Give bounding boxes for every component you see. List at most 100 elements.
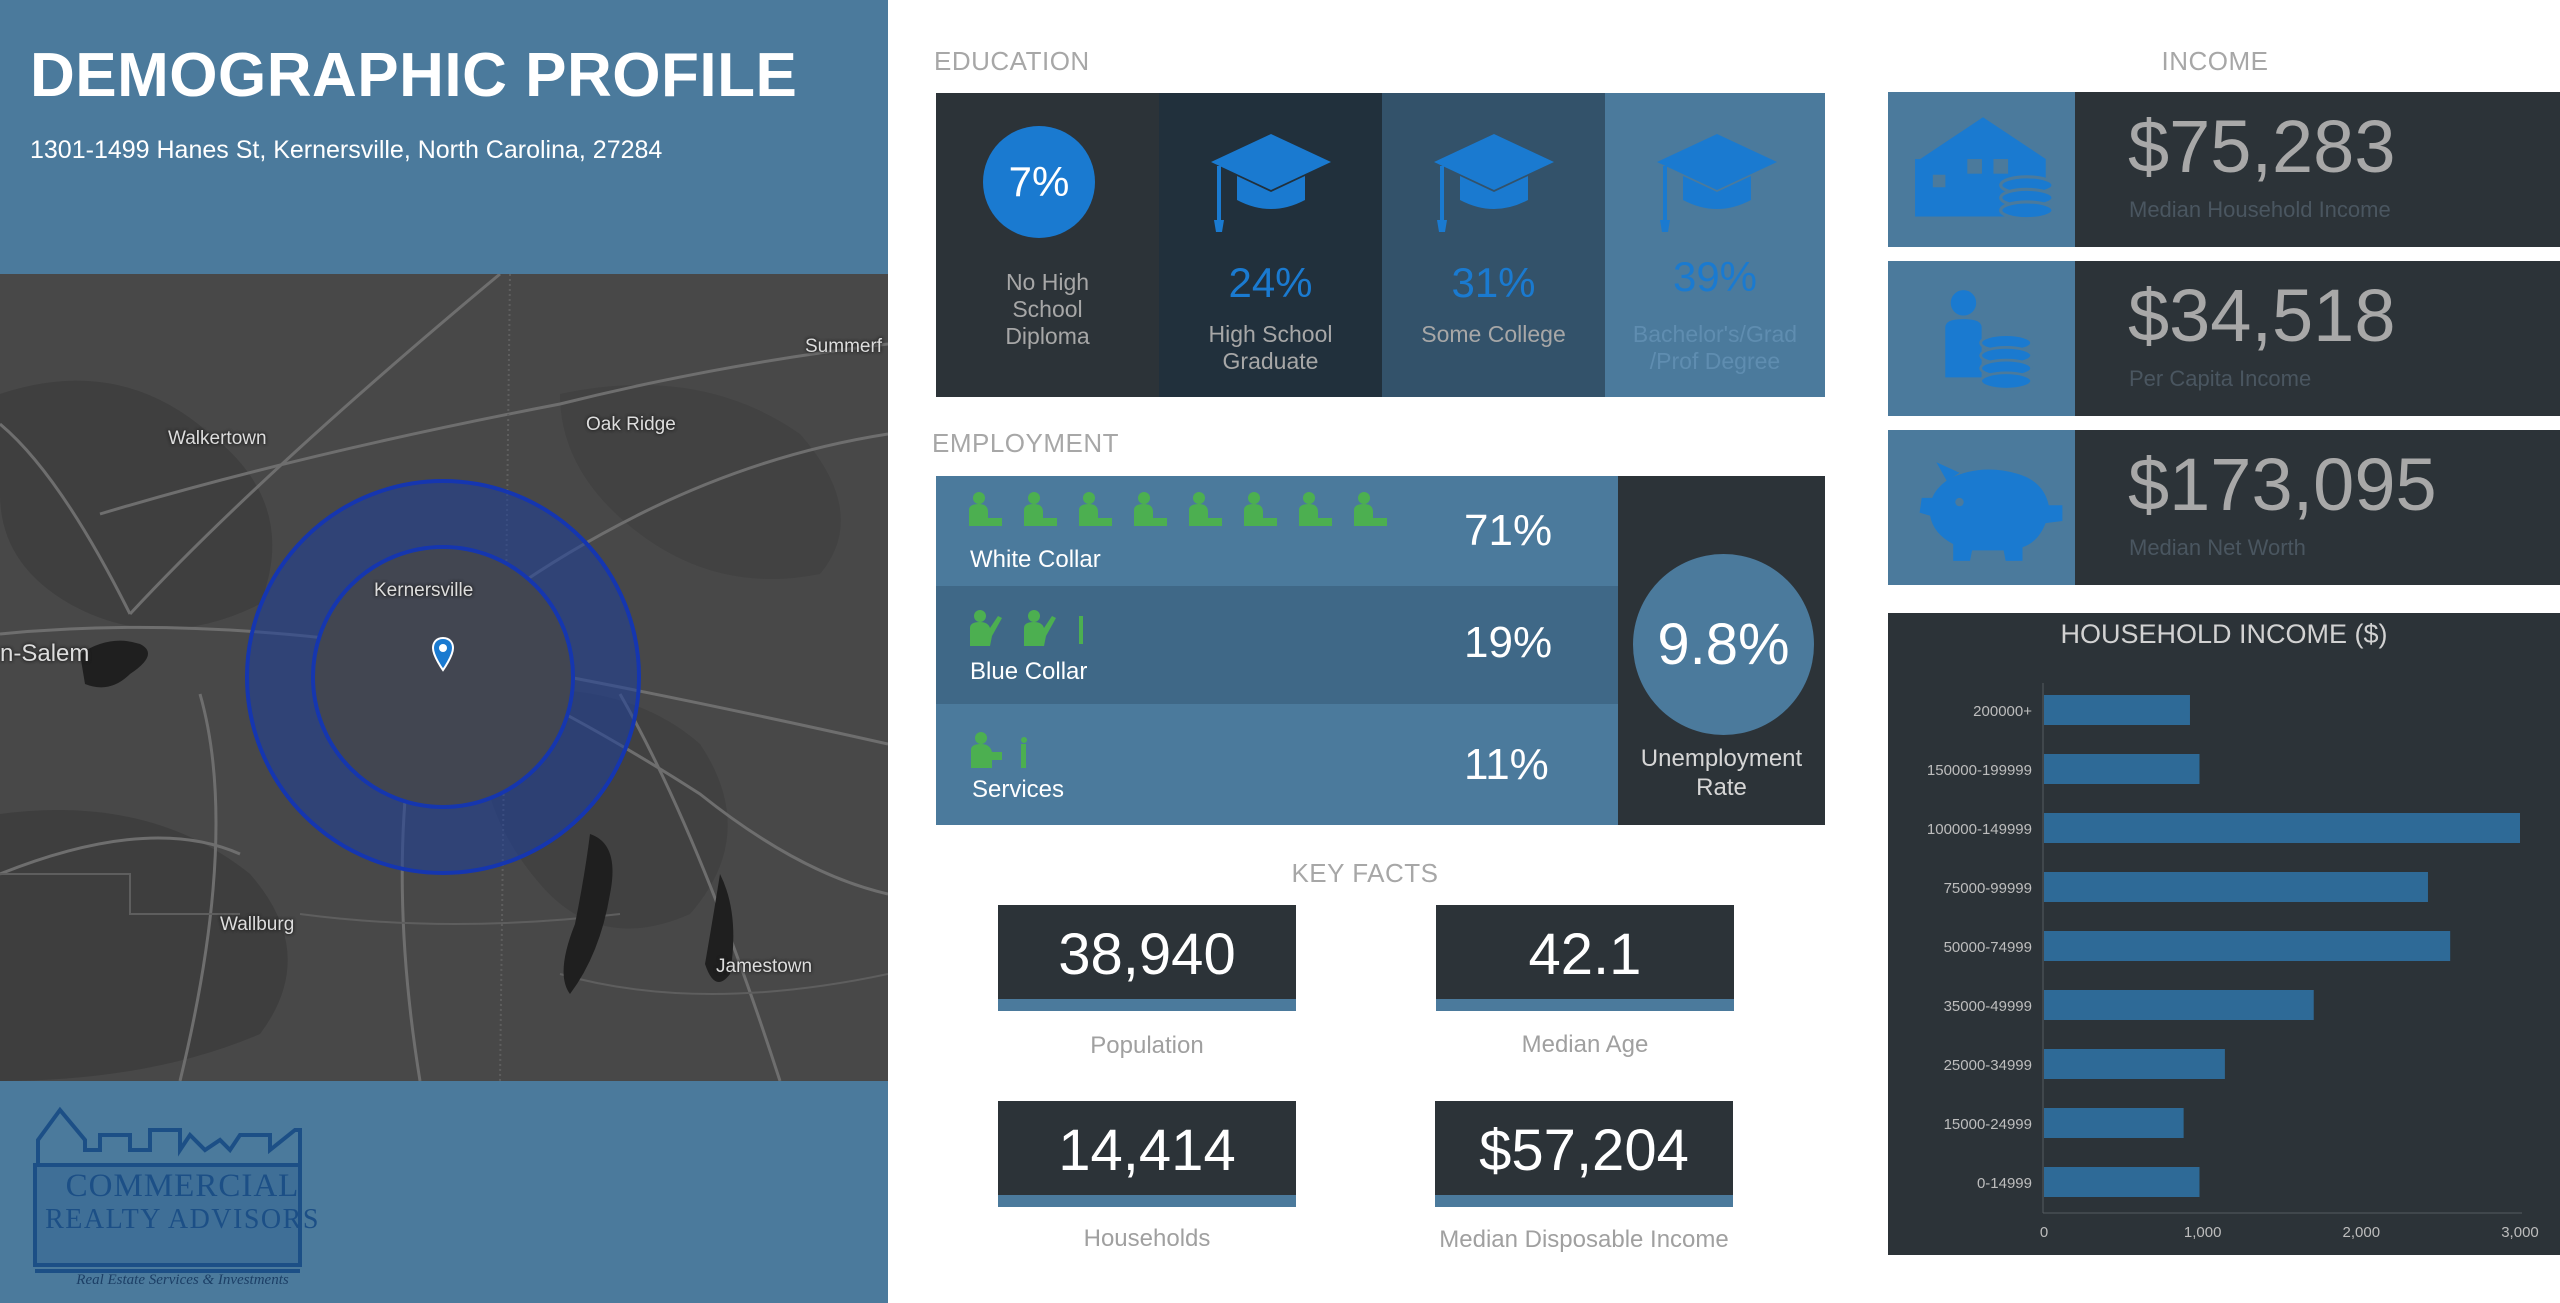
bar <box>2044 1108 2184 1138</box>
office-worker-icon <box>1134 492 1167 526</box>
median-net-worth-label: Median Net Worth <box>2129 535 2306 560</box>
education-item-bachelors: 39% Bachelor's/Grad /Prof Degree <box>1605 93 1825 397</box>
logo-tagline: Real Estate Services & Investments <box>76 1272 289 1288</box>
laborer-icon <box>970 610 1002 646</box>
bar <box>2044 1167 2200 1197</box>
no-diploma-percent: 7% <box>983 126 1095 238</box>
income-row-median-household: $75,283 Median Household Income <box>1888 92 2560 247</box>
blue-collar-label: Blue Collar <box>970 658 1088 685</box>
graduation-cap-icon <box>1434 134 1554 232</box>
address: 1301-1499 Hanes St, Kernersville, North … <box>30 136 663 164</box>
page-title: DEMOGRAPHIC PROFILE <box>30 41 798 110</box>
education-label: Bachelor's/Grad /Prof Degree <box>1632 321 1798 374</box>
icon-box <box>1888 430 2075 585</box>
map-label-walkertown: Walkertown <box>168 428 267 449</box>
employment-row-services: Services 11% <box>936 704 1618 825</box>
graduation-cap-icon <box>1657 134 1777 232</box>
median-net-worth-value: $173,095 <box>2128 443 2437 526</box>
y-tick-label: 100000-149999 <box>1927 821 2032 838</box>
map-label-oak-ridge: Oak Ridge <box>586 414 676 435</box>
education-percent: 39% <box>1672 253 1758 300</box>
office-worker-icon <box>1024 492 1057 526</box>
median-age-value: 42.1 <box>1436 905 1734 1011</box>
bar <box>2044 695 2190 725</box>
education-item-high-school: 24% High School Graduate <box>1159 93 1382 397</box>
map-pin-icon[interactable] <box>431 636 455 676</box>
laborer-icon <box>1024 610 1056 646</box>
households-value: 14,414 <box>998 1101 1296 1207</box>
per-capita-income-value: $34,518 <box>2128 274 2396 357</box>
bar <box>2044 990 2314 1020</box>
map-label-wallburg: Wallburg <box>220 914 295 935</box>
y-tick-label: 0-14999 <box>1977 1175 2032 1192</box>
bar <box>2044 931 2451 961</box>
education-item-some-college: 31% Some College <box>1382 93 1605 397</box>
y-tick-label: 50000-74999 <box>1944 939 2032 956</box>
map[interactable]: Summerf Walkertown Oak Ridge Kernersvill… <box>0 274 888 1081</box>
employment-row-blue-collar: Blue Collar 19% <box>936 586 1618 704</box>
services-icons <box>968 730 1048 774</box>
piggy-bank-icon <box>1919 462 2063 561</box>
laborer-icon <box>1079 616 1083 644</box>
icon-box <box>1888 92 2075 247</box>
education-item-no-diploma: 7% No High School Diploma <box>936 93 1159 397</box>
x-tick-label: 3,000 <box>2501 1224 2539 1241</box>
unemployment-panel: 9.8% Unemployment Rate <box>1618 476 1825 825</box>
education-label: No High School Diploma <box>1005 269 1090 349</box>
office-worker-icon <box>969 492 1002 526</box>
map-label-kernersville: Kernersville <box>374 580 474 601</box>
map-canvas <box>0 274 888 1081</box>
white-collar-percent: 71% <box>1464 506 1553 555</box>
population-value: 38,940 <box>998 905 1296 1011</box>
median-disposable-income-label: Median Disposable Income <box>1439 1226 1729 1253</box>
logo-line-commercial: COMMERCIAL <box>65 1168 300 1204</box>
households-label: Households <box>1083 1225 1211 1252</box>
population-label: Population <box>1090 1032 1204 1059</box>
y-tick-label: 25000-34999 <box>1944 1057 2032 1074</box>
income-title: INCOME <box>2161 46 2269 76</box>
bar <box>2044 813 2520 843</box>
office-worker-icon <box>1079 492 1112 526</box>
services-label: Services <box>972 776 1065 803</box>
education-title: EDUCATION <box>934 46 1090 76</box>
median-age-label: Median Age <box>1521 1031 1649 1058</box>
income-row-per-capita: $34,518 Per Capita Income <box>1888 261 2560 416</box>
graduation-cap-icon <box>1211 134 1331 232</box>
y-tick-label: 75000-99999 <box>1944 880 2032 897</box>
employment-row-white-collar: White Collar 71% <box>936 476 1618 586</box>
household-income-bars: 200000+ 150000-199999 100000-149999 75000-9… <box>1927 683 2539 1241</box>
education-label: Some College <box>1421 321 1566 347</box>
x-tick-label: 0 <box>2040 1224 2048 1241</box>
blue-collar-percent: 19% <box>1464 618 1553 667</box>
person-coins-icon <box>1945 290 2033 391</box>
map-label-jamestown: Jamestown <box>716 956 813 977</box>
blue-collar-icons <box>968 608 1098 652</box>
y-tick-label: 35000-49999 <box>1944 998 2032 1015</box>
chart-title: HOUSEHOLD INCOME ($) <box>2060 619 2388 649</box>
unemployment-rate-label: Unemployment Rate <box>1640 745 1803 801</box>
office-worker-icon <box>1354 492 1387 526</box>
per-capita-income-label: Per Capita Income <box>2129 366 2312 391</box>
footer-panel <box>0 1081 888 1303</box>
office-worker-icon <box>1299 492 1332 526</box>
y-tick-label: 150000-199999 <box>1927 762 2032 779</box>
bar <box>2044 872 2428 902</box>
office-worker-icon <box>1189 492 1222 526</box>
service-worker-icon <box>971 732 1002 768</box>
office-worker-icon <box>1244 492 1277 526</box>
white-collar-icons <box>966 490 1406 534</box>
unemployment-rate-value: 9.8% <box>1633 554 1814 735</box>
education-label: High School Graduate <box>1208 321 1333 374</box>
income-row-net-worth: $173,095 Median Net Worth <box>1888 430 2560 585</box>
bar <box>2044 1049 2225 1079</box>
key-facts-title: KEY FACTS <box>1291 858 1439 888</box>
header-panel: DEMOGRAPHIC PROFILE 1301-1499 Hanes St, … <box>0 0 888 274</box>
x-tick-label: 2,000 <box>2343 1224 2381 1241</box>
household-income-chart: HOUSEHOLD INCOME ($) 200000+ 150000-19999… <box>1888 613 2560 1255</box>
y-tick-label: 200000+ <box>1973 703 2032 720</box>
white-collar-label: White Collar <box>970 546 1101 573</box>
median-disposable-income-value: $57,204 <box>1435 1101 1733 1207</box>
median-household-income-label: Median Household Income <box>2129 197 2391 222</box>
logo-line-realty-advisors: REALTY ADVISORS <box>45 1204 320 1235</box>
map-label-summerfield: Summerf <box>805 336 883 357</box>
